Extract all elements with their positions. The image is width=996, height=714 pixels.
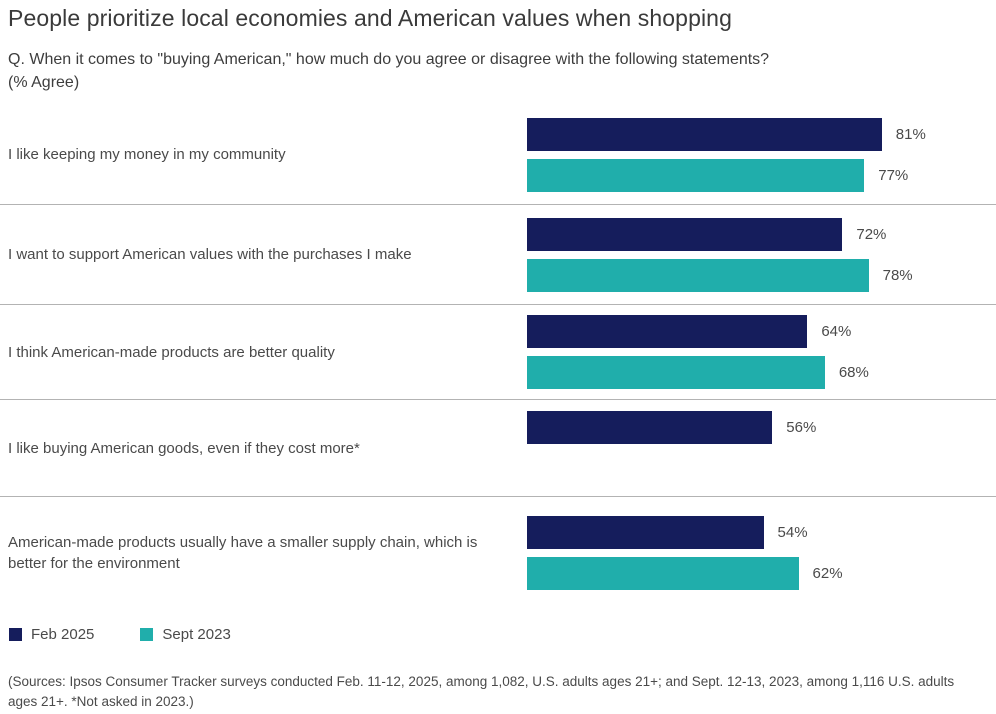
category-label: I want to support American values with t… (8, 246, 412, 263)
category-label: I like buying American goods, even if th… (8, 439, 360, 457)
bar-line: 64% (527, 315, 988, 348)
value-label: 62% (812, 565, 843, 582)
category-label: I think American-made products are bette… (8, 343, 335, 361)
chart-legend: Feb 2025 Sept 2023 (0, 626, 996, 643)
value-label: 77% (878, 166, 909, 184)
bar-group: 64% 68% (527, 315, 988, 389)
source-note: (Sources: Ipsos Consumer Tracker surveys… (8, 674, 955, 709)
bar-feb-2025 (527, 117, 882, 151)
bar-sept-2023 (527, 356, 825, 389)
bar-line: 81% (527, 117, 988, 151)
bar-line: 56% (527, 411, 988, 444)
legend-label: Feb 2025 (31, 626, 95, 643)
bar-line: 68% (527, 356, 988, 389)
legend-label: Sept 2023 (162, 626, 231, 643)
bar-group: 81% 77% (527, 117, 988, 192)
bar-line: 78% (527, 258, 988, 292)
bar-sept-2023 (527, 557, 799, 590)
value-label: 68% (838, 364, 869, 381)
value-label: 56% (786, 419, 817, 436)
chart-row: I think American-made products are bette… (0, 305, 996, 400)
category-label: I like keeping my money in my community (8, 146, 286, 163)
bar-feb-2025 (527, 315, 808, 348)
chart-row: American-made products usually have a sm… (0, 497, 996, 609)
bar-sept-2023 (527, 158, 865, 192)
value-label: 54% (777, 524, 808, 541)
bar-feb-2025 (527, 411, 773, 444)
bar-feb-2025 (527, 217, 843, 251)
question-line-2: (% Agree) (8, 74, 80, 91)
legend-item: Sept 2023 (140, 626, 231, 643)
category-label: American-made products usually have a sm… (8, 534, 478, 572)
bar-line: 72% (527, 217, 988, 251)
value-label: 72% (856, 225, 887, 243)
legend-item: Feb 2025 (9, 626, 94, 643)
bar-group: 56% (527, 411, 988, 485)
chart-row: I like buying American goods, even if th… (0, 400, 996, 497)
bar-group: 72% 78% (527, 217, 988, 292)
legend-swatch-icon (140, 628, 154, 641)
bar-group: 54% 62% (527, 516, 988, 590)
value-label: 64% (821, 323, 852, 340)
bar-line: 54% (527, 516, 988, 549)
bar-feb-2025 (527, 516, 764, 549)
bar-sept-2023 (527, 258, 869, 292)
bar-line: 62% (527, 557, 988, 590)
chart-row: I like keeping my money in my community 8… (0, 105, 996, 205)
bar-line (527, 452, 988, 485)
question-line-1: Q. When it comes to "buying American," h… (8, 51, 770, 68)
bar-line: 77% (527, 158, 988, 192)
question-text: Q. When it comes to "buying American," h… (0, 32, 996, 94)
chart-row: I want to support American values with t… (0, 205, 996, 305)
value-label: 81% (895, 125, 926, 143)
value-label: 78% (882, 266, 913, 284)
page-title: People prioritize local economies and Am… (8, 5, 732, 31)
bar-chart: I like keeping my money in my community 8… (0, 105, 996, 609)
legend-swatch-icon (9, 628, 22, 641)
